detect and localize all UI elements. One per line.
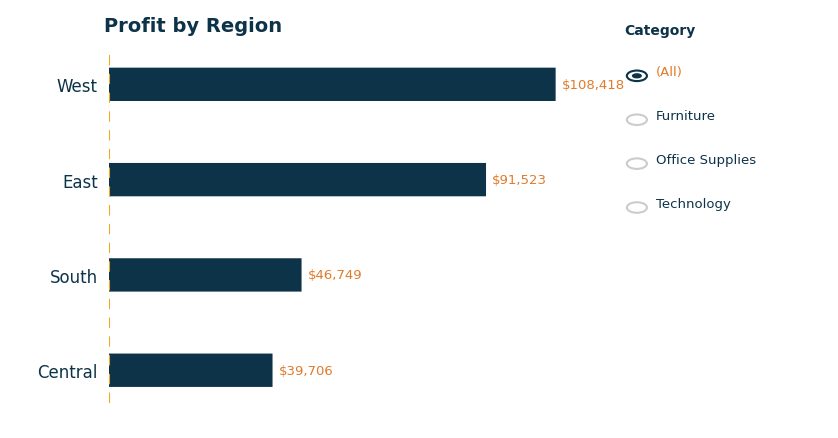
Bar	[109, 354, 272, 387]
Text: $39,706: $39,706	[279, 364, 334, 377]
Text: Category: Category	[624, 24, 696, 38]
Bar	[109, 259, 302, 292]
Text: $108,418: $108,418	[561, 79, 625, 92]
Text: $46,749: $46,749	[308, 269, 362, 282]
Bar	[109, 163, 486, 197]
Text: Office Supplies: Office Supplies	[656, 153, 756, 166]
FancyBboxPatch shape	[109, 259, 302, 292]
FancyBboxPatch shape	[109, 354, 272, 387]
Text: Furniture: Furniture	[656, 110, 716, 123]
Text: Profit by Region: Profit by Region	[104, 17, 282, 36]
Text: $91,523: $91,523	[492, 174, 547, 187]
FancyBboxPatch shape	[109, 68, 556, 102]
Text: (All): (All)	[656, 66, 683, 79]
FancyBboxPatch shape	[109, 163, 486, 197]
Bar	[109, 68, 556, 102]
Text: Technology: Technology	[656, 197, 731, 210]
